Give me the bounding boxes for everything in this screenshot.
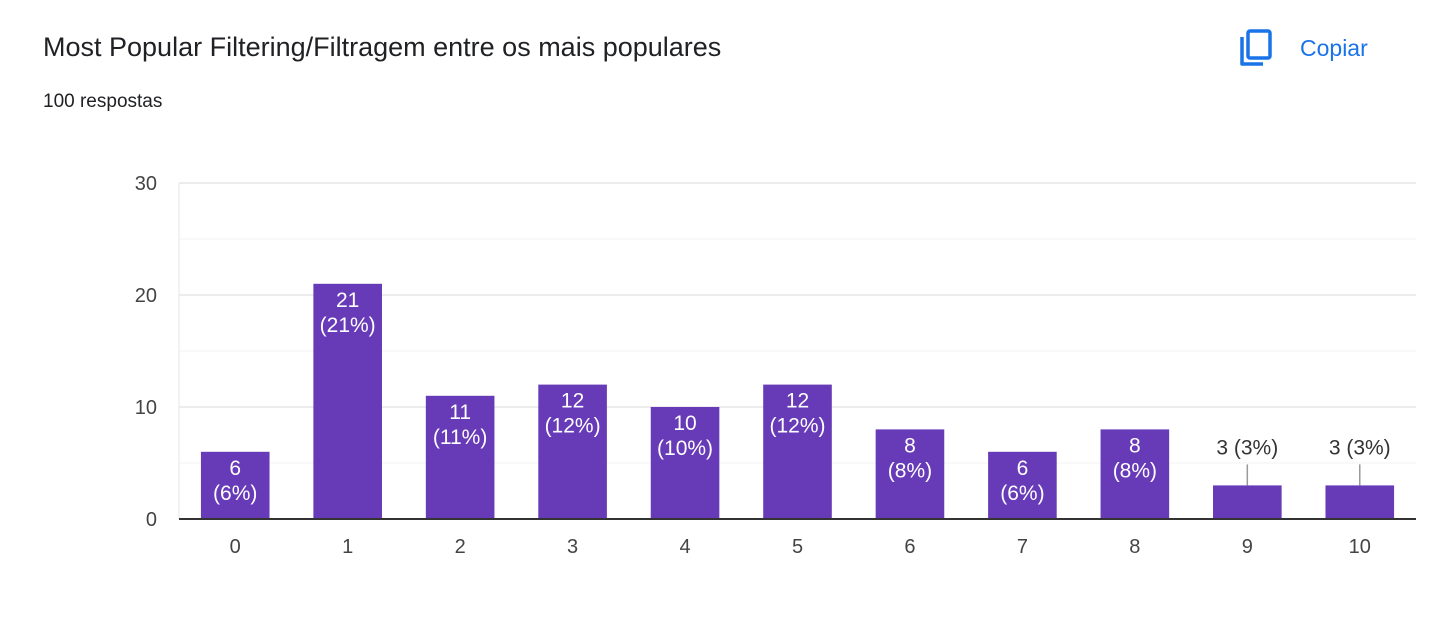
bar bbox=[875, 429, 945, 519]
bar-data-label: 6 bbox=[229, 457, 241, 480]
chart-title: Most Popular Filtering/Filtragem entre o… bbox=[43, 32, 722, 62]
bar-data-label: 10 bbox=[673, 412, 696, 435]
bar bbox=[650, 407, 720, 519]
bar bbox=[538, 384, 607, 519]
x-tick-label: 0 bbox=[230, 536, 241, 558]
bar-data-label: (21%) bbox=[320, 314, 376, 337]
bar-data-label: 3 (3%) bbox=[1329, 436, 1391, 459]
bar-data-label: 12 bbox=[786, 390, 809, 413]
y-tick-label: 20 bbox=[135, 285, 157, 307]
x-tick-label: 6 bbox=[904, 536, 915, 558]
bar-data-label: (8%) bbox=[1113, 459, 1157, 482]
bar-data-label: (8%) bbox=[888, 459, 932, 482]
bar bbox=[763, 384, 832, 519]
bar bbox=[988, 451, 1057, 519]
response-count: 100 respostas bbox=[43, 91, 163, 112]
copy-button[interactable]: Copiar bbox=[1238, 24, 1368, 72]
bar-data-label: 3 (3%) bbox=[1216, 436, 1278, 459]
bar bbox=[1100, 429, 1170, 519]
bar bbox=[1325, 485, 1395, 519]
bar-data-label: 6 bbox=[1017, 457, 1029, 480]
x-tick-label: 4 bbox=[679, 536, 690, 558]
x-tick-label: 9 bbox=[1242, 536, 1253, 558]
x-tick-label: 5 bbox=[792, 536, 803, 558]
bar-data-label: 21 bbox=[336, 289, 359, 312]
x-tick-label: 1 bbox=[342, 536, 353, 558]
copy-icon bbox=[1238, 28, 1274, 68]
bar-data-label: (12%) bbox=[545, 415, 601, 438]
bar bbox=[425, 395, 495, 519]
x-tick-label: 2 bbox=[455, 536, 466, 558]
bar-data-label: 11 bbox=[449, 401, 471, 424]
copy-label: Copiar bbox=[1300, 34, 1368, 61]
y-tick-label: 0 bbox=[146, 509, 157, 531]
bar-data-label: (6%) bbox=[1000, 482, 1044, 505]
x-tick-label: 7 bbox=[1017, 536, 1028, 558]
x-tick-label: 10 bbox=[1349, 536, 1371, 558]
bar-data-label: 12 bbox=[561, 390, 584, 413]
x-tick-label: 8 bbox=[1129, 536, 1140, 558]
bar-data-label: 8 bbox=[1129, 434, 1141, 457]
y-tick-label: 30 bbox=[135, 173, 157, 195]
bar-data-label: (6%) bbox=[213, 482, 257, 505]
bar bbox=[313, 283, 382, 519]
bar bbox=[1213, 485, 1282, 519]
y-tick-label: 10 bbox=[135, 397, 157, 419]
bar-data-label: (11%) bbox=[433, 426, 487, 449]
bar-data-label: (12%) bbox=[769, 415, 825, 438]
x-tick-label: 3 bbox=[567, 536, 578, 558]
bar-data-label: 8 bbox=[904, 434, 916, 457]
bar bbox=[200, 451, 270, 519]
bar-data-label: (10%) bbox=[657, 437, 713, 460]
